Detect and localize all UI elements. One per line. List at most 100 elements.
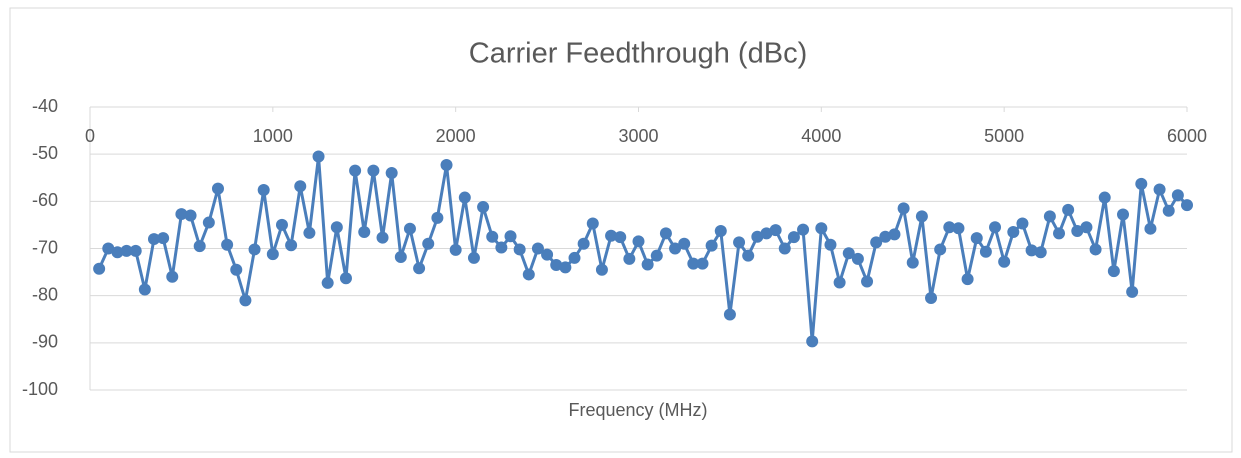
marker — [349, 164, 362, 177]
marker — [221, 238, 234, 251]
marker — [577, 237, 590, 250]
marker — [303, 226, 316, 239]
marker — [376, 231, 389, 244]
x-tick-label: 1000 — [253, 126, 293, 146]
marker — [1135, 177, 1148, 190]
marker — [266, 248, 279, 261]
marker — [861, 275, 874, 288]
marker — [998, 255, 1011, 268]
chart-title: Carrier Feedthrough (dBc) — [469, 38, 807, 70]
marker — [595, 263, 608, 276]
marker — [723, 308, 736, 321]
marker — [257, 184, 270, 197]
marker — [312, 150, 325, 163]
marker — [687, 257, 700, 270]
marker — [93, 262, 106, 275]
x-tick-label: 6000 — [1167, 126, 1207, 146]
marker — [248, 243, 261, 256]
marker — [422, 237, 435, 250]
marker — [714, 225, 727, 238]
marker — [230, 263, 243, 276]
marker — [166, 270, 179, 283]
marker — [202, 216, 215, 229]
marker — [842, 247, 855, 260]
marker — [815, 222, 828, 235]
marker — [330, 221, 343, 234]
marker — [394, 250, 407, 263]
marker — [1162, 204, 1175, 217]
marker — [696, 257, 709, 270]
marker — [449, 243, 462, 256]
y-tick-label: -40 — [32, 96, 58, 116]
marker — [467, 251, 480, 264]
marker — [275, 218, 288, 231]
marker — [1025, 244, 1038, 257]
marker — [751, 230, 764, 243]
marker — [787, 231, 800, 244]
marker — [1043, 210, 1056, 223]
marker — [522, 268, 535, 281]
marker — [285, 239, 298, 252]
marker — [1053, 227, 1066, 240]
marker — [531, 242, 544, 255]
marker — [1080, 221, 1093, 234]
marker — [733, 236, 746, 249]
marker — [952, 222, 965, 235]
marker — [294, 180, 307, 193]
marker — [851, 252, 864, 265]
marker — [1153, 183, 1166, 196]
marker — [1089, 243, 1102, 256]
marker — [504, 230, 517, 243]
x-axis-label: Frequency (MHz) — [568, 400, 707, 420]
marker — [778, 242, 791, 255]
marker — [413, 262, 426, 275]
marker — [102, 242, 115, 255]
marker — [879, 230, 892, 243]
marker — [321, 276, 334, 289]
marker — [925, 292, 938, 305]
marker — [797, 223, 810, 236]
marker — [979, 245, 992, 258]
marker — [367, 164, 380, 177]
x-tick-label: 0 — [85, 126, 95, 146]
marker — [1117, 208, 1130, 221]
marker — [659, 227, 672, 240]
marker — [870, 236, 883, 249]
y-tick-label: -80 — [32, 284, 58, 304]
marker — [1144, 222, 1157, 235]
marker — [541, 248, 554, 261]
marker — [211, 182, 224, 195]
marker — [1098, 191, 1111, 204]
marker — [769, 224, 782, 237]
marker — [129, 244, 142, 257]
marker — [678, 237, 691, 250]
y-tick-label: -50 — [32, 143, 58, 163]
marker — [669, 242, 682, 255]
y-tick-label: -60 — [32, 190, 58, 210]
marker — [705, 239, 718, 252]
marker — [486, 230, 499, 243]
marker — [184, 209, 197, 222]
marker — [568, 251, 581, 264]
marker — [385, 167, 398, 180]
marker — [175, 208, 188, 221]
x-tick-label: 3000 — [618, 126, 658, 146]
marker — [1181, 199, 1193, 212]
marker — [495, 241, 508, 254]
y-tick-label: -100 — [22, 379, 58, 399]
marker — [358, 225, 371, 238]
marker — [120, 244, 133, 257]
marker — [934, 243, 947, 256]
marker — [906, 256, 919, 269]
marker — [513, 243, 526, 256]
marker — [458, 191, 471, 204]
marker — [431, 211, 444, 224]
marker — [641, 258, 654, 271]
marker — [239, 294, 252, 307]
marker — [1171, 189, 1184, 202]
marker — [1062, 203, 1075, 216]
marker — [586, 217, 599, 230]
marker — [1016, 217, 1029, 230]
marker — [477, 200, 490, 213]
marker — [403, 222, 416, 235]
